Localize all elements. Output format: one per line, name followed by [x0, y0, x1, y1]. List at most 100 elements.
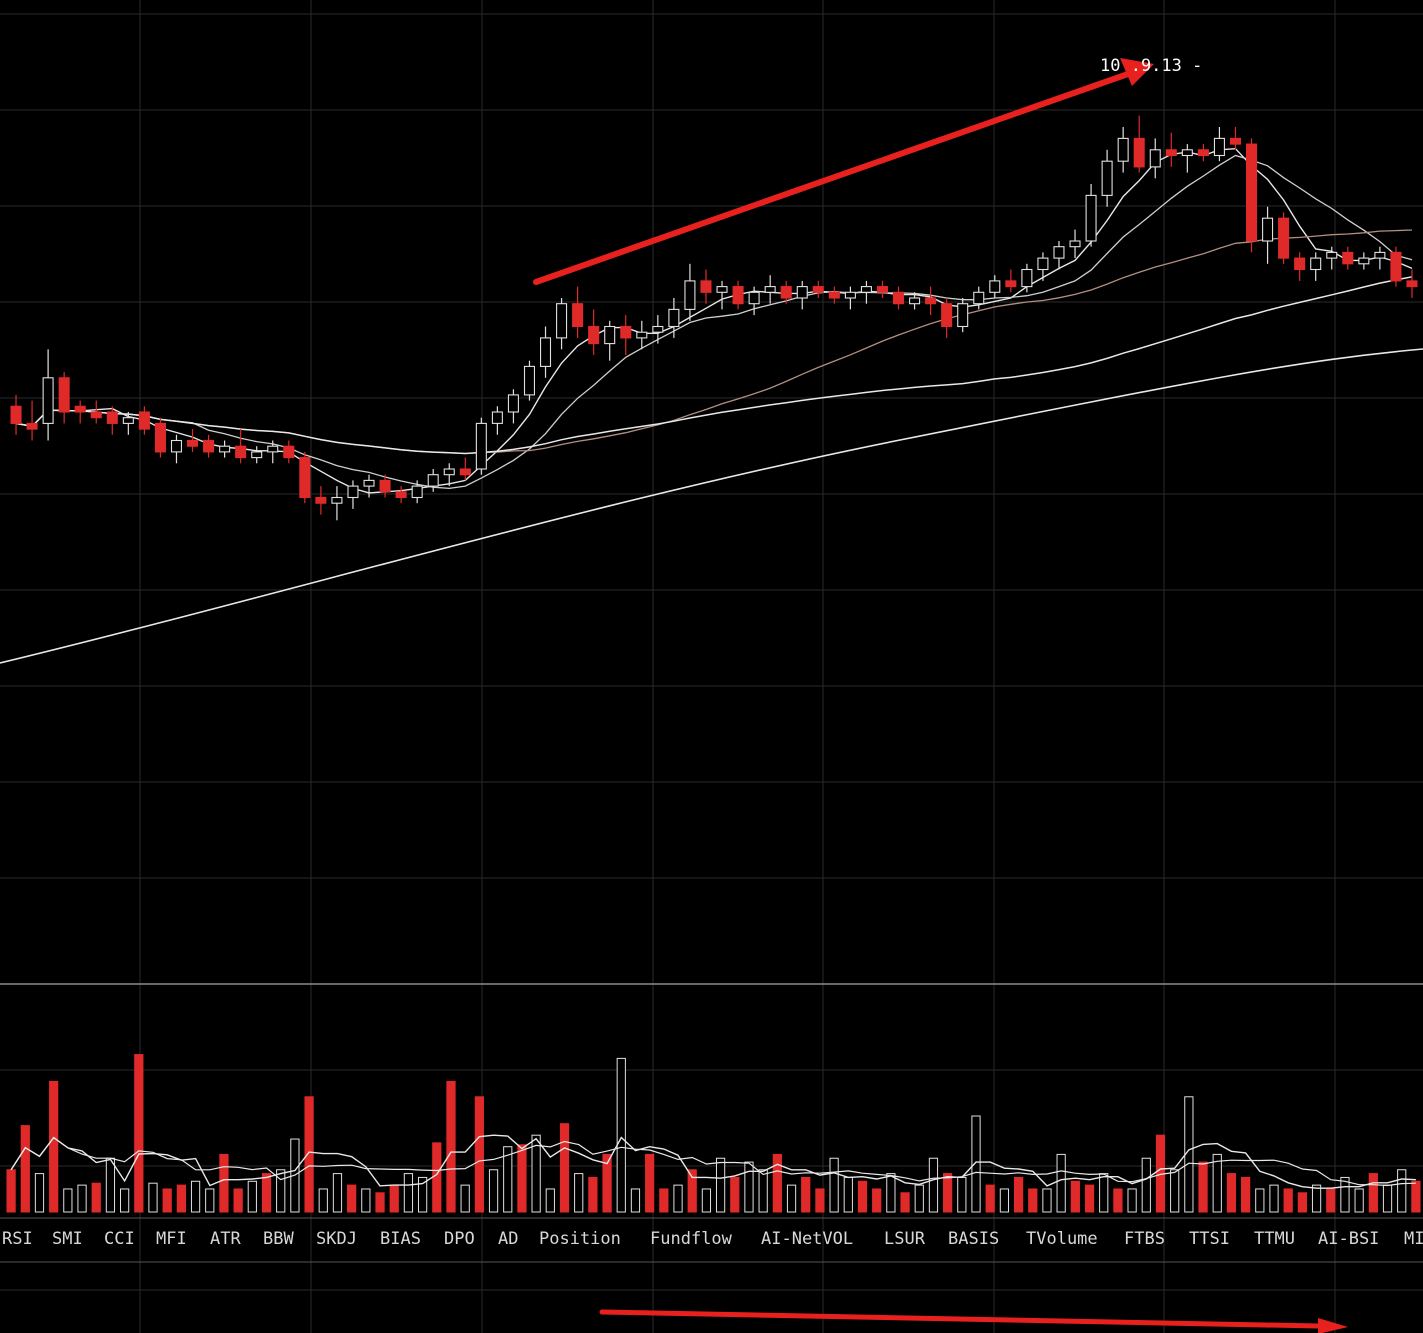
candle-body [748, 291, 760, 305]
candle-body [909, 297, 921, 305]
candle-body [235, 445, 247, 459]
candle-body [732, 286, 744, 305]
candle-body [700, 280, 712, 293]
candle-body [106, 411, 118, 424]
volume-bar [148, 1182, 158, 1213]
volume-bar [659, 1188, 669, 1213]
volume-bar [417, 1176, 428, 1213]
volume-bar [63, 1188, 73, 1213]
tab-atr[interactable]: ATR [210, 1229, 241, 1249]
candle-body [42, 377, 54, 424]
volume-bar [829, 1157, 839, 1213]
candle-body [636, 331, 648, 339]
candle-body [443, 468, 455, 476]
volume-ma10-line [10, 1136, 1416, 1187]
high-price-label: 10 .9.13 - [1100, 56, 1202, 76]
volume-bar [1241, 1176, 1251, 1213]
candle-body [1294, 257, 1306, 271]
volume-bar [744, 1161, 754, 1213]
candle-body [203, 439, 215, 453]
volume-bar [134, 1054, 144, 1213]
tab-basis[interactable]: BASIS [948, 1229, 999, 1249]
tab-ttmu[interactable]: TTMU [1254, 1229, 1295, 1249]
candle-body [154, 422, 166, 453]
volume-bar [361, 1188, 371, 1213]
candle-body [186, 439, 199, 447]
tab-dpo[interactable]: DPO [444, 1229, 475, 1249]
volume-bar [985, 1184, 995, 1213]
volume-ma5-line [10, 1134, 1416, 1189]
volume-bar [772, 1153, 782, 1213]
volume-bar [1255, 1188, 1265, 1213]
candlestick-series [10, 115, 1418, 521]
tab-smi[interactable]: SMI [52, 1229, 83, 1249]
candle-body [539, 337, 552, 367]
candle-body [764, 286, 776, 293]
tab-tvolume[interactable]: TVolume [1026, 1229, 1098, 1249]
tab-bbw[interactable]: BBW [263, 1229, 294, 1249]
volume-bar [446, 1080, 456, 1213]
tab-mfi[interactable]: MFI [156, 1229, 187, 1249]
volume-bar [1099, 1173, 1109, 1213]
candle-body [1390, 251, 1402, 282]
volume-bar [928, 1157, 939, 1213]
volume-bar [517, 1144, 527, 1213]
volume-bar [687, 1169, 697, 1213]
candle-body [10, 405, 22, 424]
tab-ftbs[interactable]: FTBS [1124, 1229, 1165, 1249]
tab-mi[interactable]: MI [1404, 1229, 1423, 1249]
candle-body [267, 445, 279, 453]
candle-body [1037, 257, 1049, 271]
volume-bar [843, 1176, 853, 1213]
volume-bar [914, 1184, 924, 1213]
volume-bar [276, 1169, 286, 1213]
tab-ttsi[interactable]: TTSI [1189, 1229, 1230, 1249]
tab-position[interactable]: Position [539, 1229, 621, 1249]
volume-bar [503, 1146, 513, 1213]
volume-bar [1042, 1188, 1052, 1213]
volume-bar [1326, 1188, 1336, 1213]
tab-bias[interactable]: BIAS [380, 1229, 421, 1249]
candle-body [58, 377, 70, 413]
volume-bar [943, 1173, 953, 1213]
volume-bar [900, 1192, 910, 1213]
tab-ad[interactable]: AD [498, 1229, 518, 1249]
volume-bar [574, 1173, 584, 1213]
candle-body [588, 325, 600, 345]
candle-body [1406, 280, 1418, 288]
tab-rsi[interactable]: RSI [2, 1229, 33, 1249]
annotation-arrow-lower-head [1318, 1318, 1348, 1333]
ma10-line [15, 154, 1413, 490]
candle-body [1310, 257, 1322, 271]
volume-bar [673, 1184, 683, 1213]
volume-bar [1382, 1184, 1393, 1213]
candle-body [1342, 251, 1354, 265]
volume-bar [815, 1188, 825, 1213]
candle-body [1229, 137, 1242, 145]
volume-bar [403, 1173, 414, 1213]
volume-bar [786, 1184, 797, 1213]
tab-ai-bsi[interactable]: AI-BSI [1318, 1229, 1379, 1249]
volume-bar [389, 1184, 399, 1213]
candle-body [668, 308, 680, 328]
candle-body [90, 411, 102, 419]
tab-fundflow[interactable]: Fundflow [650, 1229, 733, 1249]
volume-bar [6, 1169, 16, 1213]
volume-bar [332, 1173, 343, 1213]
volume-bar [616, 1057, 626, 1213]
volume-bar [645, 1153, 655, 1213]
candle-body [1149, 149, 1161, 168]
candle-body [780, 286, 792, 299]
tab-lsur[interactable]: LSUR [884, 1229, 926, 1249]
volume-bar [105, 1157, 116, 1213]
indicator-tab-bar[interactable]: RSI SMI CCI MFI ATR BBW SKDJ BIAS DPO AD Position F… [2, 1229, 1423, 1249]
candle-body [1213, 137, 1225, 157]
tab-skdj[interactable]: SKDJ [316, 1229, 357, 1249]
volume-bar [1226, 1173, 1237, 1213]
candle-body [1262, 217, 1274, 242]
tab-ai-netvol[interactable]: AI-NetVOL [761, 1229, 853, 1249]
volume-bar [474, 1096, 484, 1213]
candle-body [989, 280, 1001, 293]
tab-cci[interactable]: CCI [104, 1229, 135, 1249]
